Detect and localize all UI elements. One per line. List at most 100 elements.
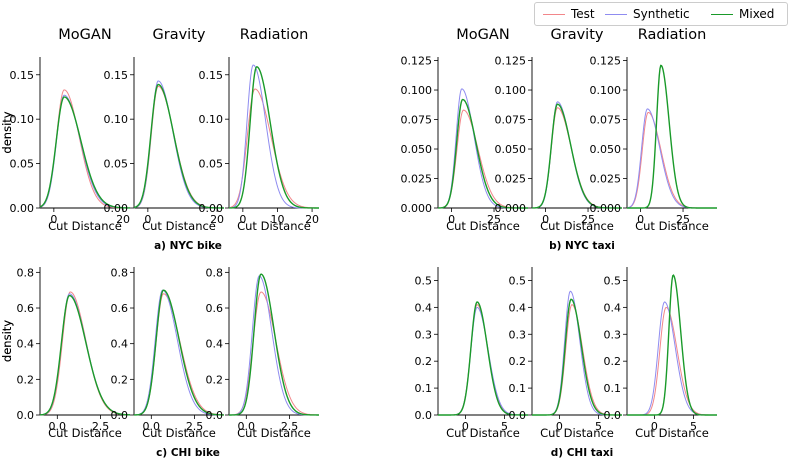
y-tick-label: 0.100 xyxy=(401,84,433,97)
legend-swatch-mixed xyxy=(711,14,733,15)
x-tick-label: 0 xyxy=(556,420,563,433)
caption-nyc-taxi: b) NYC taxi xyxy=(549,240,615,252)
series-line-synthetic xyxy=(228,64,319,209)
y-axis-label: density xyxy=(0,320,14,362)
x-tick-label: 10 xyxy=(270,213,284,226)
panel-title: Radiation xyxy=(240,27,309,43)
y-tick-label: 0.075 xyxy=(590,114,622,127)
x-tick-label: 2.5 xyxy=(281,420,299,433)
x-tick-label: 0 xyxy=(50,213,57,226)
series-line-synthetic xyxy=(228,275,319,416)
y-tick-label: 0.6 xyxy=(206,302,224,315)
x-tick-label: 0 xyxy=(239,213,246,226)
y-axis-label: density xyxy=(0,111,14,153)
x-axis-label: Cut Distance xyxy=(635,426,709,440)
y-tick-label: 0.075 xyxy=(401,114,433,127)
y-tick-label: 0.2 xyxy=(604,355,622,368)
y-tick-label: 0.4 xyxy=(206,338,224,351)
y-tick-label: 0.10 xyxy=(199,113,224,126)
x-tick-label: 20 xyxy=(305,213,319,226)
y-tick-label: 0.3 xyxy=(415,328,433,341)
x-tick-label: 5 xyxy=(501,420,508,433)
series-line-mixed xyxy=(437,98,528,209)
y-axis-label: density xyxy=(0,111,14,153)
y-tick-label: 0.050 xyxy=(495,143,527,156)
y-tick-label: 0.00 xyxy=(104,202,129,215)
y-tick-label: 0.4 xyxy=(509,301,527,314)
x-tick-label: 0 xyxy=(651,420,658,433)
legend-label-synthetic: Synthetic xyxy=(633,7,690,21)
y-tick-label: 0.05 xyxy=(199,158,224,171)
y-tick-label: 0.3 xyxy=(604,328,622,341)
x-tick-label: 5 xyxy=(595,420,602,433)
x-tick-label: 0 xyxy=(462,420,469,433)
y-tick-label: 0.8 xyxy=(206,266,224,279)
y-tick-label: 0.00 xyxy=(10,202,35,215)
y-tick-label: 0.15 xyxy=(104,69,129,82)
series-line-mixed xyxy=(39,294,131,416)
y-tick-label: 0.000 xyxy=(590,202,622,215)
legend-label-test: Test xyxy=(571,7,595,21)
y-tick-label: 0.075 xyxy=(495,114,527,127)
y-tick-label: 0.0 xyxy=(111,409,129,422)
x-tick-label: 25 xyxy=(487,213,501,226)
y-tick-label: 0.00 xyxy=(199,202,224,215)
x-axis-label: Cut Distance xyxy=(540,426,614,440)
y-tick-label: 0.6 xyxy=(111,302,129,315)
y-tick-label: 0.8 xyxy=(17,266,35,279)
y-tick-label: 0.6 xyxy=(17,302,35,315)
y-tick-label: 0.025 xyxy=(401,173,433,186)
series-line-synthetic xyxy=(627,301,717,416)
y-tick-label: 0.050 xyxy=(590,143,622,156)
y-tick-label: 0.0 xyxy=(509,409,527,422)
y-tick-label: 0.000 xyxy=(401,202,433,215)
legend: Test Synthetic Mixed xyxy=(534,2,788,26)
series-line-test xyxy=(39,89,130,209)
x-axis-label: Cut Distance xyxy=(142,219,216,233)
y-tick-label: 0.2 xyxy=(206,373,224,386)
y-tick-label: 0.15 xyxy=(199,69,224,82)
panel-title: Gravity xyxy=(551,27,604,43)
series-line-mixed xyxy=(627,64,717,209)
series-line-synthetic xyxy=(39,94,131,209)
x-axis-label: Cut Distance xyxy=(237,219,311,233)
x-tick-label: 2.5 xyxy=(92,420,110,433)
series-line-mixed xyxy=(531,103,622,209)
x-axis-label: Cut Distance xyxy=(635,219,709,233)
caption-chi-bike: c) CHI bike xyxy=(156,447,220,459)
y-tick-label: 0.4 xyxy=(604,301,622,314)
y-tick-label: 0.100 xyxy=(590,84,622,97)
x-tick-label: 0 xyxy=(542,213,549,226)
panel-title: MoGAN xyxy=(58,27,111,43)
x-tick-label: 25 xyxy=(676,213,690,226)
y-tick-label: 0.125 xyxy=(401,55,433,68)
x-axis-label: Cut Distance xyxy=(446,426,520,440)
caption-nyc-bike: a) NYC bike xyxy=(154,240,222,252)
y-tick-label: 0.2 xyxy=(509,355,527,368)
y-tick-label: 0.10 xyxy=(10,113,35,126)
y-tick-label: 0.2 xyxy=(17,373,35,386)
y-tick-label: 0.050 xyxy=(401,143,433,156)
x-tick-label: 20 xyxy=(116,213,130,226)
panel-title: MoGAN xyxy=(456,27,509,43)
x-tick-label: 25 xyxy=(581,213,595,226)
x-axis-label: Cut Distance xyxy=(142,426,216,440)
y-tick-label: 0.2 xyxy=(111,373,129,386)
series-line-mixed xyxy=(532,298,622,416)
y-tick-label: 0.5 xyxy=(604,274,622,287)
panel-title: Radiation xyxy=(638,27,707,43)
caption-chi-taxi: d) CHI taxi xyxy=(551,447,614,459)
series-line-test xyxy=(228,291,320,416)
y-tick-label: 0.1 xyxy=(509,382,527,395)
y-tick-label: 0.3 xyxy=(509,328,527,341)
x-tick-label: 0 xyxy=(448,213,455,226)
series-line-mixed xyxy=(627,274,717,416)
series-line-test xyxy=(133,85,224,209)
x-axis-label: Cut Distance xyxy=(48,426,122,440)
